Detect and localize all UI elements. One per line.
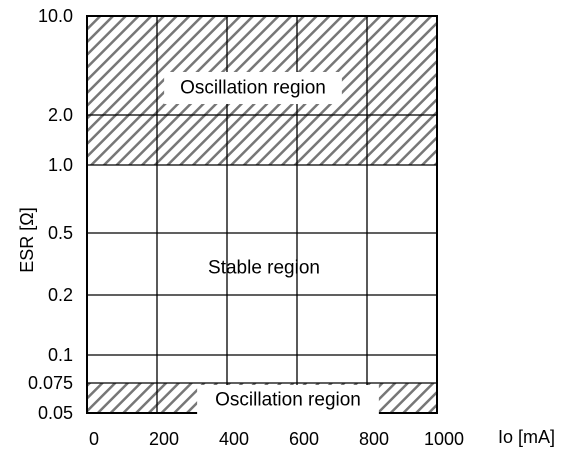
- region-label-2: Stable region: [208, 258, 320, 279]
- region-2-stable: [87, 165, 437, 383]
- region-label-background-3: [197, 385, 379, 415]
- x-axis-label: Io [mA]: [498, 427, 555, 447]
- x-tick-label-400: 400: [219, 429, 249, 449]
- x-tick-label-1000: 1000: [424, 429, 464, 449]
- y-tick-label-0_1: 0.1: [48, 345, 73, 365]
- y-tick-label-0_05: 0.05: [38, 403, 73, 423]
- regions-layer: [87, 16, 437, 413]
- y-tick-label-0_075: 0.075: [28, 373, 73, 393]
- y-tick-label-10: 10.0: [38, 6, 73, 26]
- x-tick-label-800: 800: [359, 429, 389, 449]
- y-tick-label-1: 1.0: [48, 155, 73, 175]
- y-tick-label-0_2: 0.2: [48, 285, 73, 305]
- y-axis-label: ESR [Ω]: [17, 207, 37, 272]
- region-labels-layer: Oscillation region Stable region Oscillati…: [164, 72, 379, 415]
- region-label-1: Oscillation region: [180, 78, 326, 99]
- y-tick-label-0_5: 0.5: [48, 223, 73, 243]
- region-label-background-1: [164, 72, 342, 104]
- x-tick-label-600: 600: [289, 429, 319, 449]
- y-tick-label-2: 2.0: [48, 105, 73, 125]
- x-tick-label-0: 0: [89, 429, 99, 449]
- x-tick-label-200: 200: [149, 429, 179, 449]
- ticks-layer: 0.05 0.075 0.1 0.2 0.5 1.0 2.0 10.0 0 200 400 600 80…: [28, 6, 464, 449]
- region-label-3: Oscillation region: [215, 390, 361, 411]
